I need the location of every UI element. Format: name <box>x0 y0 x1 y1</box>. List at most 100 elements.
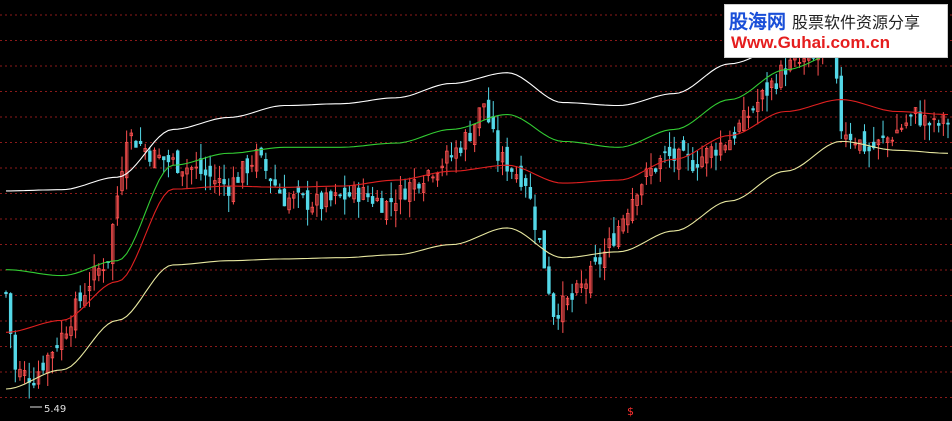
candle <box>454 140 458 173</box>
candle <box>691 147 695 173</box>
candle-body <box>918 111 922 126</box>
candle <box>143 143 147 160</box>
candle-body <box>431 176 435 179</box>
candle <box>124 130 129 190</box>
candle <box>231 166 236 205</box>
candle-body <box>681 140 686 151</box>
candle-body <box>384 201 389 221</box>
candle-body <box>166 155 171 163</box>
candle <box>421 175 426 202</box>
bottom-dollar-marker: $ <box>627 405 634 418</box>
candle <box>570 283 574 313</box>
candle <box>152 147 157 169</box>
candle-body <box>231 177 236 203</box>
candle <box>500 146 505 176</box>
candle <box>510 167 514 179</box>
candle <box>268 177 273 194</box>
candle <box>356 182 361 218</box>
candle-body <box>524 178 528 186</box>
candle-body <box>630 199 635 221</box>
candle-body <box>227 185 231 196</box>
candle <box>375 190 379 203</box>
candle-body <box>667 146 672 157</box>
candle <box>890 136 895 147</box>
candle-body <box>389 198 393 203</box>
candle <box>575 279 579 296</box>
candle-body <box>728 140 732 151</box>
candle <box>59 320 64 361</box>
candle <box>941 112 946 136</box>
candle <box>222 164 226 196</box>
candle <box>180 171 185 187</box>
candle <box>398 176 403 215</box>
watermark-brand: 股海网 <box>729 11 787 33</box>
candle <box>185 158 189 190</box>
candle <box>686 143 690 171</box>
candle <box>4 290 8 298</box>
candle-body <box>579 283 584 288</box>
candle <box>700 145 704 169</box>
candle <box>338 193 342 199</box>
candle <box>41 355 45 374</box>
candle <box>403 178 407 201</box>
candle-body <box>240 161 245 183</box>
candle <box>626 208 630 233</box>
candle <box>927 121 932 141</box>
low-price-label: 5.49 <box>44 404 66 415</box>
indicator-lines <box>5 39 949 390</box>
candle-body <box>876 139 881 146</box>
candle <box>175 149 180 174</box>
candle <box>435 171 440 187</box>
candle <box>273 164 277 187</box>
candle <box>468 120 472 142</box>
candle <box>895 113 899 134</box>
candle <box>384 200 389 225</box>
candle <box>519 155 523 191</box>
candle <box>946 118 950 139</box>
candle <box>584 278 588 304</box>
candle-body <box>185 167 189 175</box>
candle-body <box>937 123 941 126</box>
candle <box>742 96 746 132</box>
candle <box>333 183 338 205</box>
candle <box>83 283 87 308</box>
candle-body <box>380 198 384 213</box>
candle-body <box>213 180 217 185</box>
candles <box>4 34 950 399</box>
candle-body <box>867 146 871 152</box>
candle-body <box>486 99 491 123</box>
candle-body <box>124 141 129 179</box>
candle-body <box>881 135 885 139</box>
candle-body <box>426 170 430 176</box>
candle-body <box>199 158 203 174</box>
candle-body <box>254 148 259 172</box>
candle-body <box>361 187 366 200</box>
candle <box>134 139 138 148</box>
watermark-top-row: 股海网 股票软件资源分享 <box>729 7 920 34</box>
red-band-line <box>5 99 949 333</box>
candle <box>756 88 760 125</box>
candle-body <box>700 156 704 167</box>
candle-body <box>394 203 398 211</box>
candle-body <box>445 150 449 164</box>
candle-body <box>547 266 551 294</box>
candle-body <box>97 268 101 276</box>
candle-body <box>292 194 296 199</box>
candle-body <box>769 80 774 89</box>
candle-body <box>626 212 630 226</box>
candle <box>69 315 73 347</box>
candle <box>166 149 171 178</box>
candle <box>213 164 217 194</box>
candle-body <box>640 184 644 196</box>
candle <box>672 136 676 173</box>
candle-body <box>839 75 843 132</box>
candle <box>361 178 366 201</box>
candle <box>171 153 175 166</box>
candle-body <box>41 362 45 371</box>
candle-body <box>904 122 908 126</box>
candle <box>194 151 198 179</box>
candle <box>97 263 101 282</box>
candle-body <box>932 118 936 121</box>
candle <box>551 292 556 325</box>
candle-body <box>593 257 598 262</box>
